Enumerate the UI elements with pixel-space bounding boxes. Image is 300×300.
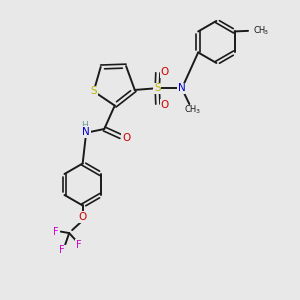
Text: F: F (53, 226, 59, 237)
Text: CH: CH (185, 105, 197, 114)
Text: O: O (160, 67, 169, 77)
Text: O: O (160, 100, 169, 110)
Text: O: O (79, 212, 87, 222)
Text: N: N (82, 127, 90, 137)
Text: F: F (76, 240, 82, 250)
Text: N: N (178, 83, 186, 94)
Text: S: S (154, 83, 160, 94)
Text: 3: 3 (264, 31, 268, 35)
Text: CH: CH (254, 26, 266, 35)
Text: F: F (59, 245, 65, 256)
Text: 3: 3 (196, 109, 200, 114)
Text: H: H (81, 121, 88, 130)
Text: S: S (90, 86, 97, 96)
Text: O: O (122, 133, 130, 143)
